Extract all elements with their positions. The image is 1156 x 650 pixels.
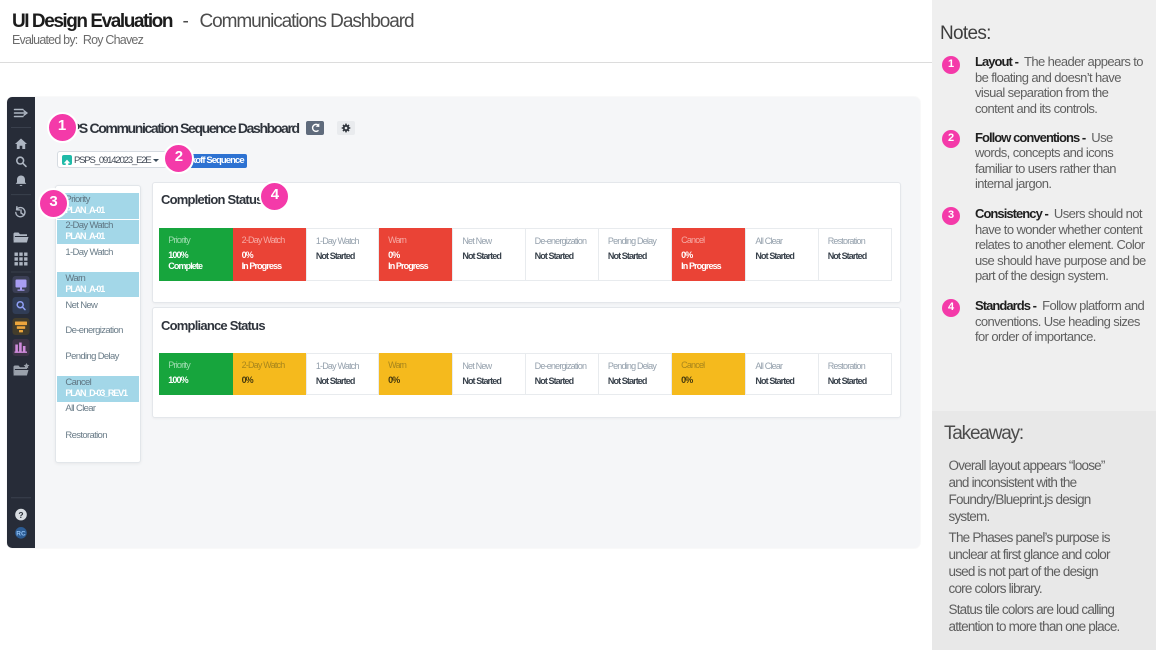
svg-text:?: ?: [18, 510, 23, 520]
svg-text:RC: RC: [16, 531, 26, 538]
